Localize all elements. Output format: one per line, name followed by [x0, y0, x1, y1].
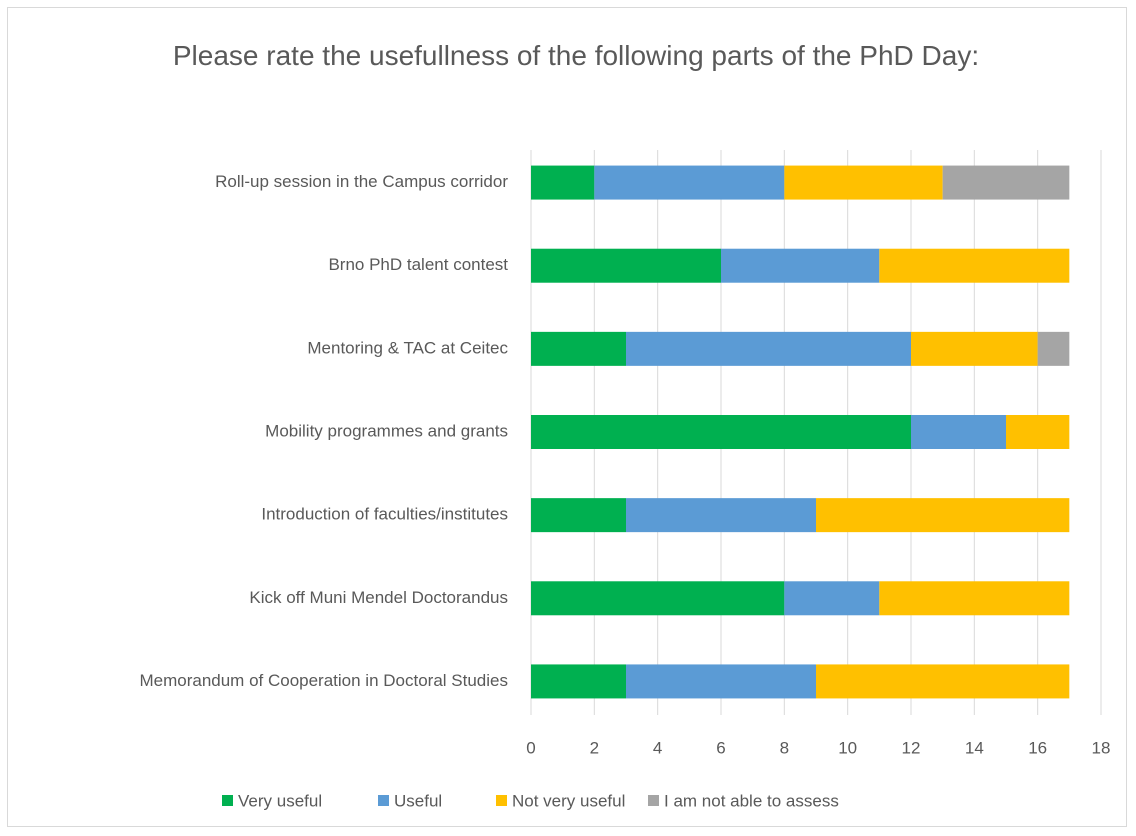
x-tick-label: 0: [526, 738, 535, 757]
bar-segment: [784, 581, 880, 616]
y-tick-label: Roll-up session in the Campus corridor: [215, 172, 508, 191]
legend-swatch: [222, 795, 233, 806]
x-tick-label: 2: [590, 738, 599, 757]
y-tick-label: Kick off Muni Mendel Doctorandus: [249, 588, 508, 607]
legend-swatch: [378, 795, 389, 806]
y-tick-label: Memorandum of Cooperation in Doctoral St…: [139, 671, 508, 690]
chart-title: Please rate the usefullness of the follo…: [172, 40, 980, 71]
x-tick-label: 10: [838, 738, 857, 757]
y-tick-label: Mentoring & TAC at Ceitec: [307, 338, 508, 357]
bar-segment: [816, 664, 1070, 699]
bar-segment: [879, 581, 1070, 616]
bar-segment: [531, 581, 785, 616]
x-tick-label: 12: [902, 738, 921, 757]
x-tick-label: 14: [965, 738, 984, 757]
bar-segment: [879, 248, 1070, 283]
x-tick-label: 6: [716, 738, 725, 757]
bar-segment: [911, 415, 1006, 449]
bar-segment: [816, 498, 1070, 533]
chart-frame: [7, 7, 1127, 827]
bar-segment: [531, 664, 626, 699]
bar-segment: [531, 248, 721, 283]
bar-segment: [784, 165, 943, 200]
bar-segment: [531, 165, 595, 200]
legend-label: Very useful: [238, 791, 322, 810]
x-tick-label: 18: [1092, 738, 1111, 757]
legend-label: Useful: [394, 791, 442, 810]
bar-segment: [626, 331, 911, 366]
legend-swatch: [496, 795, 507, 806]
legend-swatch: [648, 795, 659, 806]
y-tick-label: Mobility programmes and grants: [265, 421, 508, 440]
bar-segment: [721, 248, 880, 283]
bar-segment: [594, 165, 785, 200]
bar-segment: [911, 331, 1038, 366]
bar-segment: [942, 165, 1070, 200]
y-tick-label: Brno PhD talent contest: [328, 255, 508, 274]
bar-segment: [531, 415, 911, 449]
bar-segment: [626, 498, 816, 533]
x-tick-label: 16: [1028, 738, 1047, 757]
x-tick-label: 8: [780, 738, 789, 757]
bar-segment: [531, 331, 626, 366]
legend-label: I am not able to assess: [664, 791, 839, 810]
bar-segment: [626, 664, 816, 699]
x-tick-label: 4: [653, 738, 662, 757]
bar-segment: [531, 498, 626, 533]
y-tick-label: Introduction of faculties/institutes: [261, 505, 508, 524]
bar-segment: [1037, 331, 1070, 366]
legend-label: Not very useful: [512, 791, 625, 810]
bar-segment: [1006, 415, 1070, 449]
